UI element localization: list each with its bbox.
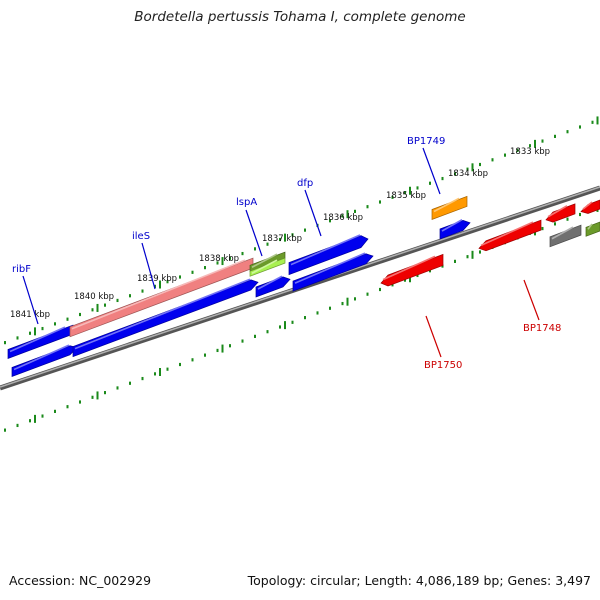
BP1749-leader: [422, 147, 441, 195]
gene-label-dfp[interactable]: dfp: [297, 178, 313, 189]
gene-forward-a-shine: [13, 344, 70, 371]
gene-BP1748-shine: [480, 221, 534, 247]
scale-label: 1841 kbp: [10, 310, 50, 320]
BP1750-leader: [425, 315, 442, 358]
gene-BP1749[interactable]: [431, 195, 468, 221]
map-title: Bordetella pertussis Tohama I, complete …: [134, 9, 466, 25]
gene-ileS-pseudo-shine: [71, 259, 246, 330]
scale-label: 1840 kbp: [74, 292, 114, 302]
ileS-leader: [141, 242, 156, 290]
gene-label-BP1749[interactable]: BP1749: [407, 136, 445, 147]
gene-BP1750-shine: [382, 255, 436, 281]
gene-dfp-shine: [290, 234, 361, 266]
gene-gray[interactable]: [549, 224, 582, 248]
gene-label-ileS[interactable]: ileS: [132, 231, 150, 242]
ribF-leader: [22, 275, 39, 325]
scale-label: 1838 kbp: [199, 254, 239, 264]
scale-label: 1837 kbp: [262, 234, 302, 244]
gene-forward-c-shine: [257, 275, 283, 290]
scale-label: 1833 kbp: [510, 147, 550, 157]
BP1748-leader: [523, 279, 540, 321]
gene-reverse-a[interactable]: [545, 203, 576, 223]
gene-forward-b-shine: [74, 278, 251, 350]
gene-label-BP1748[interactable]: BP1748: [523, 323, 561, 334]
gene-BP1749-shine: [433, 197, 460, 213]
gene-BP1748[interactable]: [478, 219, 542, 252]
gene-olive[interactable]: [585, 221, 600, 237]
dfp-leader: [304, 189, 322, 237]
lspA-leader: [245, 209, 263, 257]
gene-lspA-bottom-shine: [251, 259, 278, 274]
gene-lspA-top-shine: [251, 253, 278, 268]
gene-label-BP1750[interactable]: BP1750: [424, 360, 462, 371]
gene-label-lspA[interactable]: lspA: [236, 197, 257, 208]
accession-text: Accession: NC_002929: [9, 573, 152, 588]
scale-label: 1836 kbp: [323, 213, 363, 223]
gene-forward-e-shine: [441, 219, 463, 232]
scale-label: 1835 kbp: [386, 191, 426, 201]
gene-label-ribF[interactable]: ribF: [12, 264, 31, 275]
gene-forward-d-shine: [294, 252, 366, 284]
genome-summary-text: Topology: circular; Length: 4,086,189 bp…: [247, 573, 591, 588]
gene-ribF-shine: [9, 326, 66, 353]
gene-reverse-b-shine: [582, 201, 593, 210]
scale-label: 1839 kbp: [137, 274, 177, 284]
scale-label: 1834 kbp: [448, 169, 488, 179]
gene-olive-shine: [587, 223, 593, 230]
gene-reverse-a-shine: [547, 205, 568, 218]
gene-BP1750[interactable]: [380, 253, 444, 287]
gene-gray-shine: [551, 226, 574, 240]
